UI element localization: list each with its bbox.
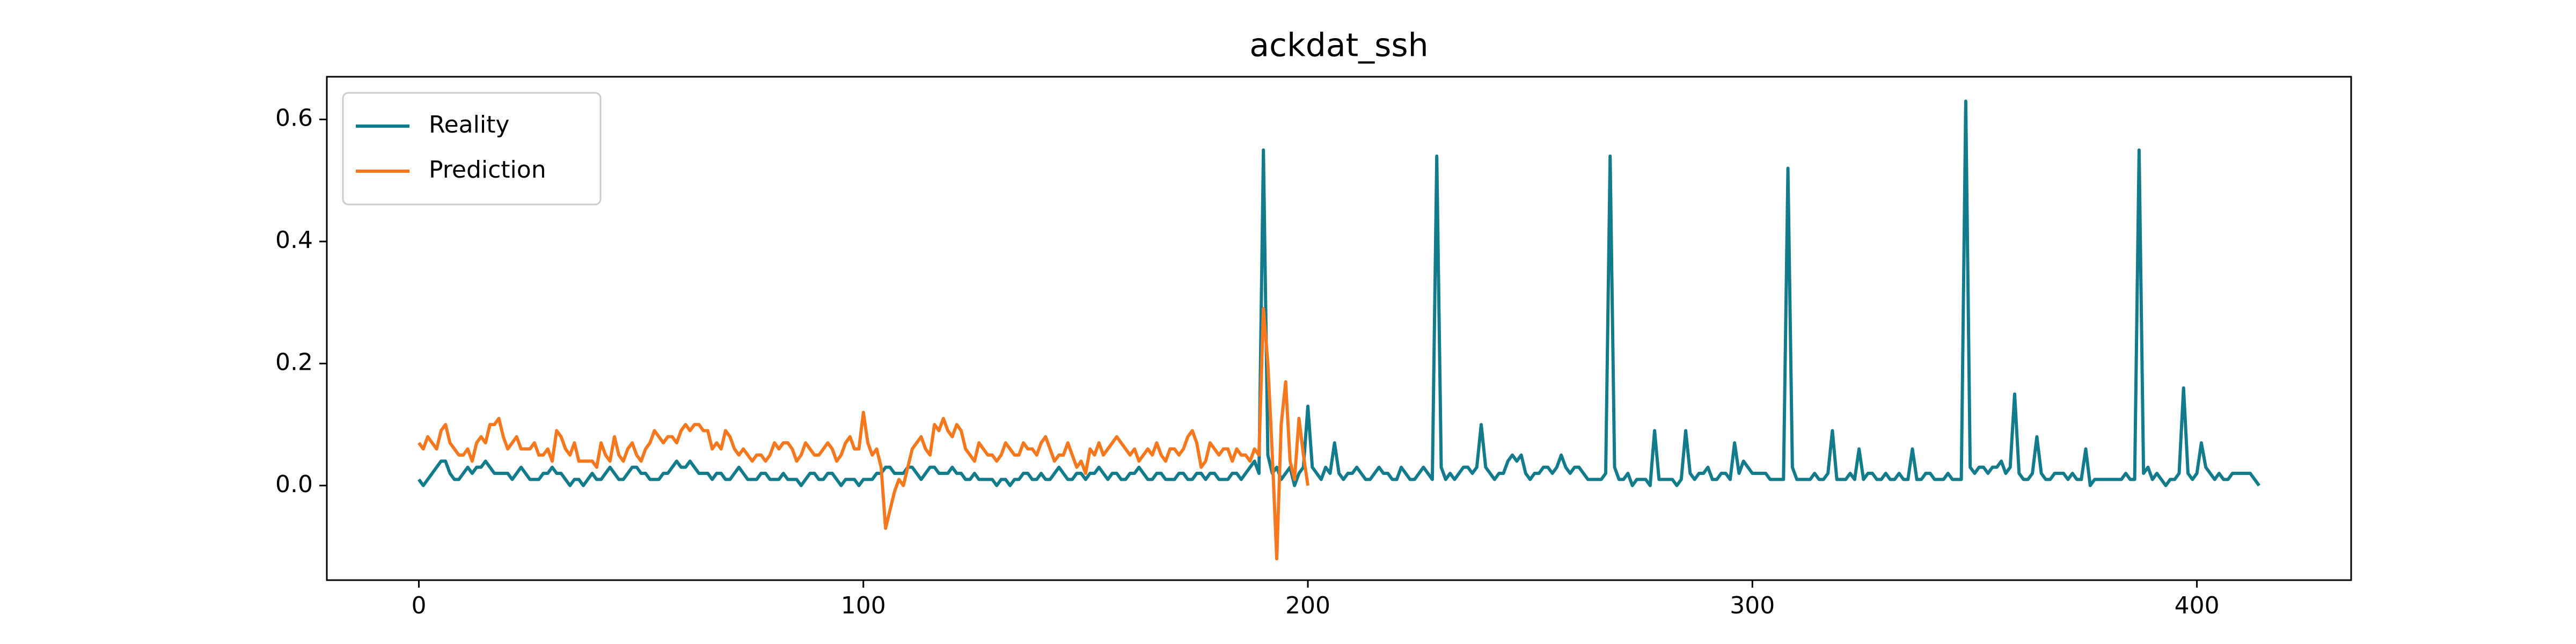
x-tick-label: 400 [2175, 592, 2220, 619]
data-line [418, 99, 2260, 487]
x-tick-label: 300 [1730, 592, 1775, 619]
x-tick-label: 0 [411, 592, 426, 619]
y-tick-label: 0.0 [275, 471, 313, 498]
legend-label: Reality [429, 111, 509, 138]
y-tick-label: 0.2 [275, 348, 313, 376]
axes-frame [326, 76, 2352, 581]
x-tick-label: 100 [841, 592, 886, 619]
legend-box [342, 92, 602, 206]
x-tick-label: 200 [1285, 592, 1330, 619]
chart-title: ackdat_ssh [1249, 27, 1428, 64]
legend-label: Prediction [429, 156, 546, 184]
y-tick-label: 0.4 [275, 226, 313, 254]
data-line [418, 307, 1309, 561]
y-tick-label: 0.6 [275, 105, 313, 132]
